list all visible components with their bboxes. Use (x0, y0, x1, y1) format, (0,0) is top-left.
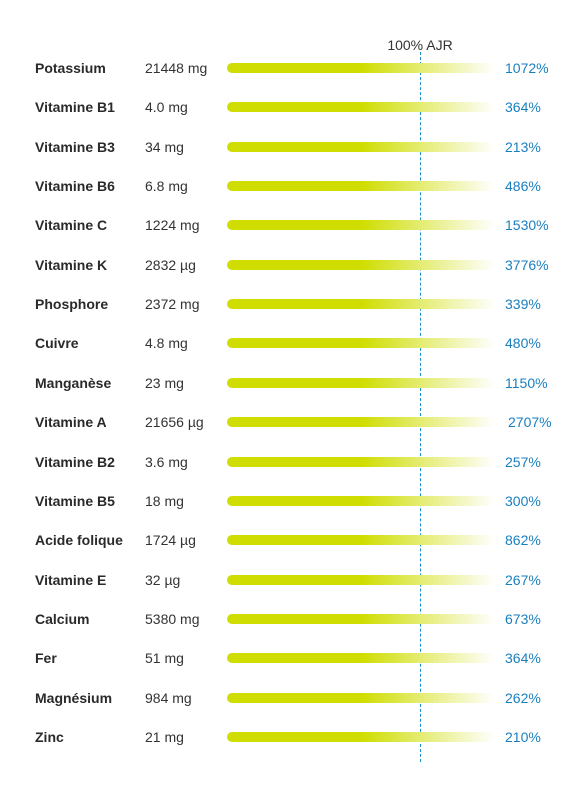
table-row: Vitamine B3 34 mg 213% (0, 137, 580, 157)
table-row: Vitamine K 2832 µg 3776% (0, 255, 580, 275)
bar (227, 731, 495, 742)
bar (227, 574, 495, 585)
percent-label: 2707% (508, 414, 552, 431)
percent-label: 364% (505, 650, 541, 667)
percent-label: 1530% (505, 217, 549, 234)
table-row: Fer 51 mg 364% (0, 648, 580, 668)
percent-label: 262% (505, 689, 541, 706)
percent-label: 480% (505, 335, 541, 352)
bar (227, 692, 495, 703)
percent-label: 1150% (505, 374, 548, 391)
nutrient-name: Vitamine B3 (35, 138, 115, 155)
percent-label: 339% (505, 296, 541, 313)
bar (227, 63, 495, 73)
bar (227, 417, 495, 428)
bar (227, 220, 495, 231)
table-row: Vitamine B2 3.6 mg 257% (0, 452, 580, 472)
table-row: Phosphore 2372 mg 339% (0, 294, 580, 314)
table-row: Acide folique 1724 µg 862% (0, 530, 580, 550)
nutrient-name: Vitamine B1 (35, 99, 115, 116)
bar (227, 535, 495, 546)
nutrient-amount: 3.6 mg (145, 453, 188, 470)
nutrient-name: Fer (35, 650, 57, 667)
nutrient-name: Zinc (35, 728, 64, 745)
table-row: Vitamine A 21656 µg 2707% (0, 412, 580, 432)
nutrient-amount: 6.8 mg (145, 178, 188, 195)
table-row: Calcium 5380 mg 673% (0, 609, 580, 629)
nutrient-name: Vitamine E (35, 571, 107, 588)
nutrient-amount: 18 mg (145, 492, 184, 509)
nutrient-amount: 21 mg (145, 728, 184, 745)
table-row: Manganèse 23 mg 1150% (0, 373, 580, 393)
table-row: Cuivre 4.8 mg 480% (0, 333, 580, 353)
nutrient-name: Acide folique (35, 532, 123, 549)
bar (227, 495, 495, 506)
nutrient-amount: 5380 mg (145, 610, 200, 627)
percent-label: 673% (505, 610, 541, 627)
nutrient-amount: 32 µg (145, 571, 181, 588)
nutrient-amount: 2372 mg (145, 296, 200, 313)
nutrient-name: Manganèse (35, 374, 112, 391)
percent-label: 257% (505, 453, 541, 470)
nutrient-name: Calcium (35, 610, 90, 627)
bar (227, 102, 495, 113)
nutrient-name: Vitamine A (35, 414, 107, 431)
bar (227, 141, 495, 152)
table-row: Vitamine E 32 µg 267% (0, 570, 580, 590)
nutrient-name: Vitamine B2 (35, 453, 115, 470)
nutrient-amount: 1724 µg (145, 532, 196, 549)
nutrient-amount: 21656 µg (145, 414, 204, 431)
nutrient-name: Vitamine B5 (35, 492, 115, 509)
percent-label: 862% (505, 532, 541, 549)
percent-label: 213% (505, 138, 541, 155)
nutrient-amount: 4.0 mg (145, 99, 188, 116)
percent-label: 267% (505, 571, 541, 588)
nutrient-name: Vitamine C (35, 217, 108, 234)
bar (227, 181, 495, 192)
nutrient-amount: 34 mg (145, 138, 184, 155)
nutrient-name: Vitamine B6 (35, 178, 115, 195)
bar (227, 653, 495, 664)
nutrient-name: Potassium (35, 60, 106, 76)
percent-label: 364% (505, 99, 541, 116)
table-row: Zinc 21 mg 210% (0, 727, 580, 747)
nutrient-amount: 51 mg (145, 650, 184, 667)
table-row: Potassium 21448 mg 1072% (0, 58, 580, 78)
table-row: Vitamine B1 4.0 mg 364% (0, 97, 580, 117)
percent-label: 1072% (505, 60, 549, 76)
table-row: Vitamine B5 18 mg 300% (0, 491, 580, 511)
percent-label: 210% (505, 728, 541, 745)
percent-label: 486% (505, 178, 541, 195)
nutrient-amount: 23 mg (145, 374, 184, 391)
nutrient-amount: 4.8 mg (145, 335, 188, 352)
bar (227, 613, 495, 624)
bar (227, 299, 495, 310)
nutrient-amount: 21448 mg (145, 60, 208, 76)
bar (227, 377, 495, 388)
percent-label: 300% (505, 492, 541, 509)
nutrient-name: Magnésium (35, 689, 113, 706)
nutrient-amount: 2832 µg (145, 256, 196, 273)
table-row: Vitamine C 1224 mg 1530% (0, 215, 580, 235)
bar (227, 338, 495, 349)
table-row: Vitamine B6 6.8 mg 486% (0, 176, 580, 196)
nutrient-name: Cuivre (35, 335, 79, 352)
bar (227, 456, 495, 467)
nutrient-amount: 984 mg (145, 689, 192, 706)
percent-label: 3776% (505, 256, 549, 273)
nutrient-name: Phosphore (35, 296, 109, 313)
nutrient-amount: 1224 mg (145, 217, 200, 234)
reference-label: 100% AJR (387, 37, 453, 53)
reference-line (420, 52, 421, 762)
bar (227, 259, 495, 270)
table-row: Magnésium 984 mg 262% (0, 688, 580, 708)
nutrient-name: Vitamine K (35, 256, 108, 273)
